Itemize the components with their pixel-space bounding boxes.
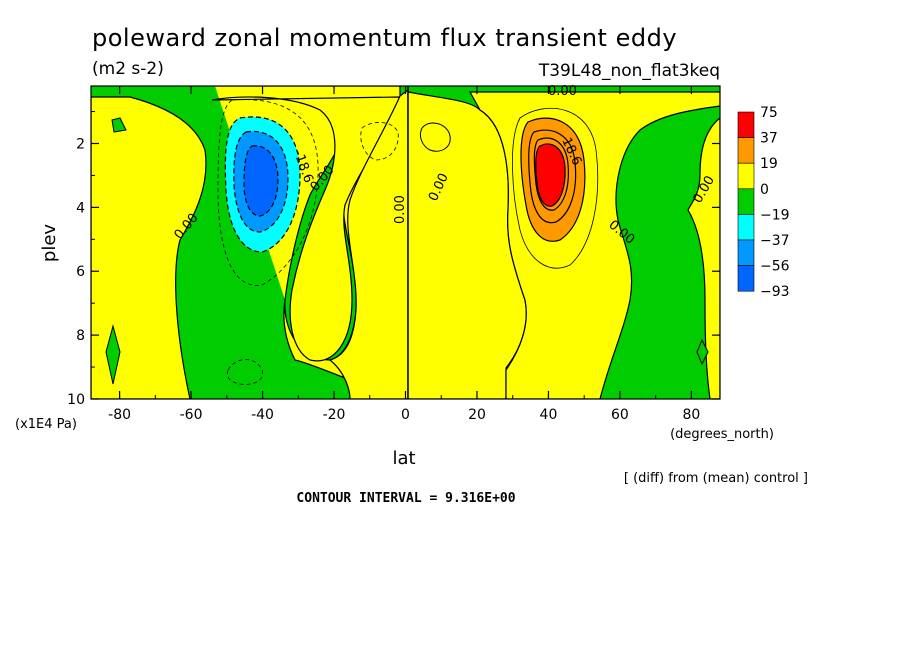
y-tick-label: 6 bbox=[76, 264, 85, 280]
colorbar-swatch bbox=[737, 162, 755, 190]
contour-neg-2 bbox=[360, 122, 399, 161]
y-axis-units: (x1E4 Pa) bbox=[15, 417, 77, 432]
colorbar-swatch bbox=[737, 188, 755, 215]
x-axis-label: lat bbox=[392, 448, 415, 469]
colorbar-swatch bbox=[737, 137, 755, 164]
y-tick-label: 8 bbox=[76, 328, 85, 344]
contour-interval: CONTOUR INTERVAL = 9.316E+00 bbox=[296, 491, 515, 506]
contour-label: 0.00 bbox=[393, 195, 408, 224]
x-tick-label: 80 bbox=[682, 407, 700, 423]
chart-title: poleward zonal momentum flux transient e… bbox=[92, 24, 677, 52]
colorbar-label: −56 bbox=[760, 259, 790, 275]
contour-label: 0.00 bbox=[548, 84, 577, 99]
colorbar-label: 19 bbox=[760, 156, 778, 172]
fill-pos-37-ring bbox=[528, 129, 577, 224]
region-positive-sh-west bbox=[91, 96, 207, 399]
contour-pos-1 bbox=[512, 107, 599, 269]
x-tick-label: -20 bbox=[323, 407, 346, 423]
island-yellow-1 bbox=[419, 122, 451, 152]
x-tick-label: 20 bbox=[468, 407, 486, 423]
x-tick-label: -80 bbox=[108, 407, 131, 423]
y-tick-label: 10 bbox=[67, 392, 85, 408]
y-tick-label: 2 bbox=[76, 136, 85, 152]
x-tick-label: 40 bbox=[540, 407, 558, 423]
y-axis: 2 4 6 8 10 bbox=[67, 111, 720, 408]
x-axis-units: (degrees_north) bbox=[670, 427, 774, 442]
x-tick-label: -60 bbox=[180, 407, 203, 423]
contour-field bbox=[91, 86, 720, 399]
y-tick-label: 4 bbox=[76, 200, 85, 216]
contour-neg-3 bbox=[227, 359, 264, 385]
region-positive-sh-south bbox=[328, 88, 409, 399]
colorbar-label: 37 bbox=[760, 131, 778, 147]
colorbar-swatch bbox=[737, 111, 755, 138]
colorbar-swatch bbox=[737, 265, 755, 292]
colorbar-swatch bbox=[737, 214, 755, 241]
y-axis-label: plev bbox=[39, 224, 60, 263]
x-tick-label: 60 bbox=[611, 407, 629, 423]
island-green-1 bbox=[111, 117, 127, 133]
region-positive-sh-ridge bbox=[211, 96, 401, 362]
colorbar: 75 37 19 0 −19 −37 −56 −93 bbox=[737, 105, 790, 300]
colorbar-label: 75 bbox=[760, 105, 778, 121]
colorbar-label: −19 bbox=[760, 207, 790, 223]
fill-neg-56 bbox=[243, 145, 279, 217]
x-tick-label: -40 bbox=[251, 407, 274, 423]
colorbar-label: 0 bbox=[760, 182, 769, 198]
colorbar-swatch bbox=[737, 239, 755, 266]
fill-pos-56-ring bbox=[533, 137, 569, 211]
island-green-3 bbox=[696, 338, 709, 366]
colorbar-label: −93 bbox=[760, 284, 790, 300]
run-label: T39L48_non_flat3keq bbox=[538, 61, 720, 81]
fill-pos-75 bbox=[535, 143, 566, 207]
diff-note: [ (diff) from (mean) control ] bbox=[624, 471, 808, 486]
colorbar-label: −37 bbox=[760, 233, 790, 249]
x-axis: -80 -60 -40 -20 0 20 40 60 80 bbox=[108, 86, 700, 423]
chart-units: (m2 s-2) bbox=[92, 59, 164, 79]
x-tick-label: 0 bbox=[401, 407, 410, 423]
island-green-2 bbox=[105, 324, 121, 385]
